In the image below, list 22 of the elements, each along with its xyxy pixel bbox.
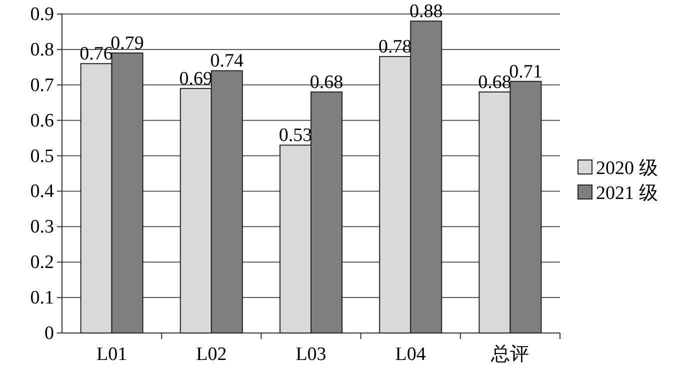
y-tick-label: 0.3 <box>30 216 54 238</box>
x-tick-label: L03 <box>296 344 326 365</box>
y-tick-label: 0.4 <box>30 181 54 202</box>
legend-label: 2021 级 <box>596 183 658 204</box>
x-tick-label: L02 <box>196 344 227 365</box>
data-label: 0.69 <box>179 68 213 90</box>
data-label: 0.71 <box>509 61 542 82</box>
y-tick-label: 0.6 <box>30 110 54 132</box>
data-label: 0.74 <box>210 50 244 72</box>
y-tick-label: 0 <box>44 323 54 344</box>
y-tick-label: 0.2 <box>30 252 54 274</box>
y-tick-label: 0.9 <box>30 4 54 25</box>
data-label: 0.79 <box>110 32 144 54</box>
y-tick-label: 0.7 <box>30 74 54 96</box>
x-tick-label: 总评 <box>490 344 530 365</box>
legend-label: 2020 级 <box>596 158 658 179</box>
data-label: 0.53 <box>278 125 312 146</box>
y-tick-label: 0.5 <box>30 146 54 167</box>
x-tick-label: L01 <box>96 344 128 365</box>
y-tick-label: 0.8 <box>30 39 54 60</box>
y-tick-label: 0.1 <box>30 288 54 309</box>
x-tick-label: L04 <box>395 344 426 365</box>
